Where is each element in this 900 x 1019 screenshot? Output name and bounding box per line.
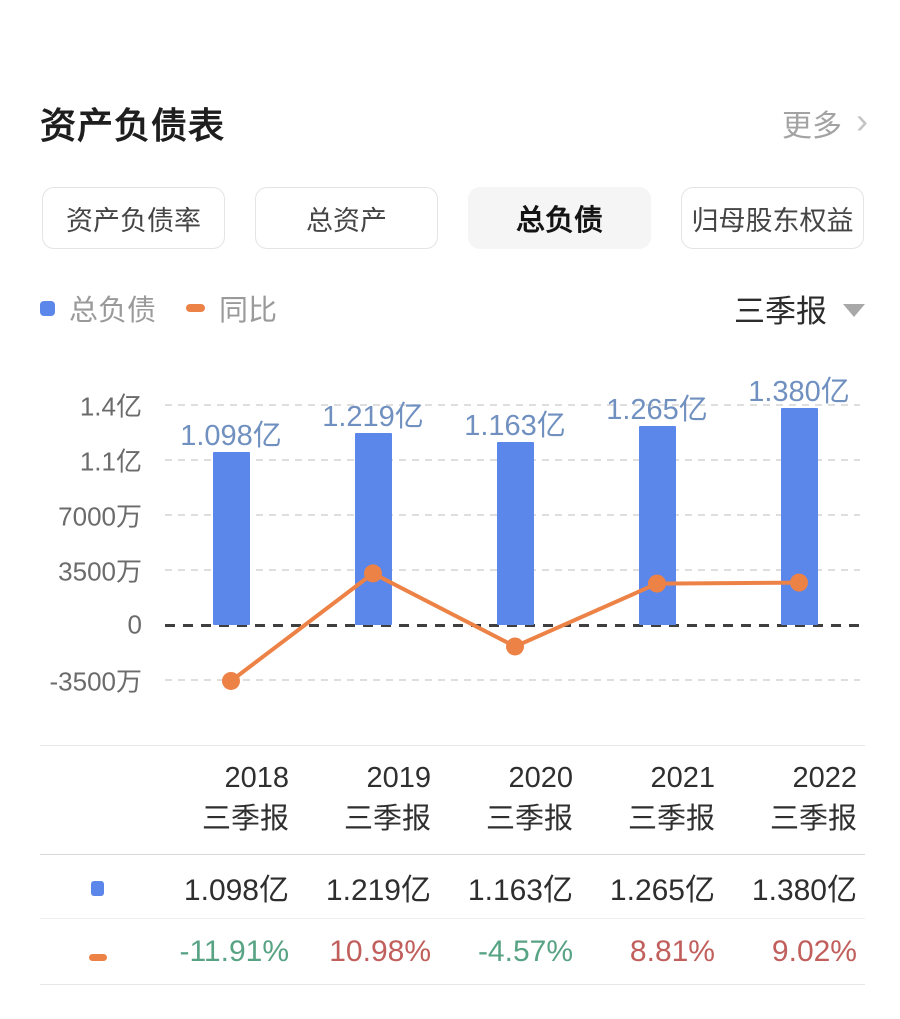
card-header: 资产负债表 更多 ›	[40, 98, 868, 148]
table-column-header: 2019 三季报	[297, 746, 439, 855]
tab-total-liabilities[interactable]: 总负债	[468, 187, 651, 249]
legend-label: 同比	[219, 295, 278, 327]
table-cell: 1.163亿	[467, 873, 573, 907]
legend-dash-icon	[186, 304, 206, 312]
gridline	[165, 679, 860, 681]
line-point-2020三季报[interactable]	[506, 637, 524, 656]
header-line: 2020	[508, 762, 573, 794]
period-selector[interactable]: 三季报	[734, 286, 865, 331]
row-series-icon-cell	[40, 919, 155, 985]
line-point-2021三季报[interactable]	[648, 574, 666, 593]
table-column-header: 2018 三季报	[155, 746, 297, 855]
zero-gridline	[165, 623, 860, 627]
header-line: 2018	[224, 762, 289, 794]
chart-legend: 总负债 同比	[40, 287, 277, 329]
chart: 1.4亿 1.1亿 7000万 3500万 0 -3500万 1.098亿 1.219亿 1.1…	[0, 350, 900, 735]
legend-label: 总负债	[69, 295, 157, 327]
y-axis-tick-label: -3500万	[49, 666, 143, 697]
y-axis-tick-label: 0	[127, 609, 142, 640]
chevron-down-icon	[843, 303, 865, 317]
table-row-yoy: -11.91% 10.98% -4.57% 8.81% 9.02%	[40, 919, 865, 985]
legend-square-icon	[40, 300, 55, 316]
header-line: 三季报	[485, 803, 573, 835]
y-axis-tick-label: 1.4亿	[79, 391, 142, 422]
y-axis-tick-label: 7000万	[58, 501, 142, 532]
data-table: 2018 三季报 2019 三季报 2020 三季报 2021 三季报 2022 三季报 1.09…	[40, 745, 865, 985]
bar-value-label: 1.163亿	[464, 410, 566, 443]
bar-value-label: 1.219亿	[322, 401, 424, 434]
legend-item-total-liabilities[interactable]: 总负债	[40, 287, 156, 329]
bar-2019三季报[interactable]	[354, 433, 392, 625]
table-column-header: 2021 三季报	[581, 746, 723, 855]
y-axis-tick-label: 1.1亿	[79, 446, 142, 477]
yoy-line-series	[222, 564, 808, 690]
bar-value-label: 1.265亿	[606, 394, 708, 427]
header-line: 三季报	[343, 803, 431, 835]
page-title: 资产负债表	[40, 105, 226, 146]
header-line: 2022	[792, 762, 857, 794]
legend-item-yoy[interactable]: 同比	[186, 287, 277, 329]
tab-total-assets[interactable]: 总资产	[255, 187, 438, 249]
table-cell: 1.098亿	[183, 873, 289, 907]
legend-row: 总负债 同比 三季报	[40, 286, 865, 331]
table-header-row: 2018 三季报 2019 三季报 2020 三季报 2021 三季报 2022 三季报	[40, 745, 865, 855]
table-cell: 10.98%	[329, 934, 431, 968]
table-column-header: 2022 三季报	[723, 746, 865, 855]
table-cell: 1.265亿	[609, 873, 715, 907]
series-square-icon	[91, 880, 104, 896]
line-point-2022三季报[interactable]	[790, 573, 808, 592]
gridline	[165, 404, 860, 406]
bar-2020三季报[interactable]	[496, 442, 534, 625]
y-axis-tick-label: 3500万	[58, 556, 142, 587]
table-cell: 1.219亿	[325, 873, 431, 907]
more-label: 更多	[782, 110, 842, 143]
header-line: 2019	[366, 762, 431, 794]
table-row-total-liabilities: 1.098亿 1.219亿 1.163亿 1.265亿 1.380亿	[40, 855, 865, 919]
header-line: 三季报	[769, 803, 857, 835]
table-cell: -4.57%	[477, 934, 573, 968]
chevron-right-icon: ›	[856, 100, 868, 141]
line-point-2018三季报[interactable]	[222, 671, 240, 690]
table-column-header: 2020 三季报	[439, 746, 581, 855]
period-label: 三季报	[734, 293, 827, 329]
tab-debt-ratio[interactable]: 资产负债率	[42, 187, 225, 249]
line-point-2019三季报[interactable]	[364, 564, 382, 583]
header-line: 2021	[650, 762, 715, 794]
bar-2018三季报[interactable]	[212, 452, 250, 625]
table-cell: 9.02%	[771, 934, 857, 968]
table-header-spacer	[40, 746, 155, 855]
table-cell: -11.91%	[179, 934, 289, 968]
series-dash-icon	[88, 953, 107, 961]
table-cell: 1.380亿	[751, 873, 857, 907]
bar-value-label: 1.098亿	[180, 420, 282, 453]
header-line: 三季报	[627, 803, 715, 835]
bar-value-label: 1.380亿	[748, 376, 850, 409]
tab-parent-equity[interactable]: 归母股东权益	[681, 187, 864, 249]
metric-tabs: 资产负债率 总资产 总负债 归母股东权益	[42, 187, 864, 249]
table-cell: 8.81%	[629, 934, 715, 968]
header-line: 三季报	[201, 803, 289, 835]
more-button[interactable]: 更多 ›	[782, 101, 868, 145]
row-series-icon-cell	[40, 855, 155, 919]
